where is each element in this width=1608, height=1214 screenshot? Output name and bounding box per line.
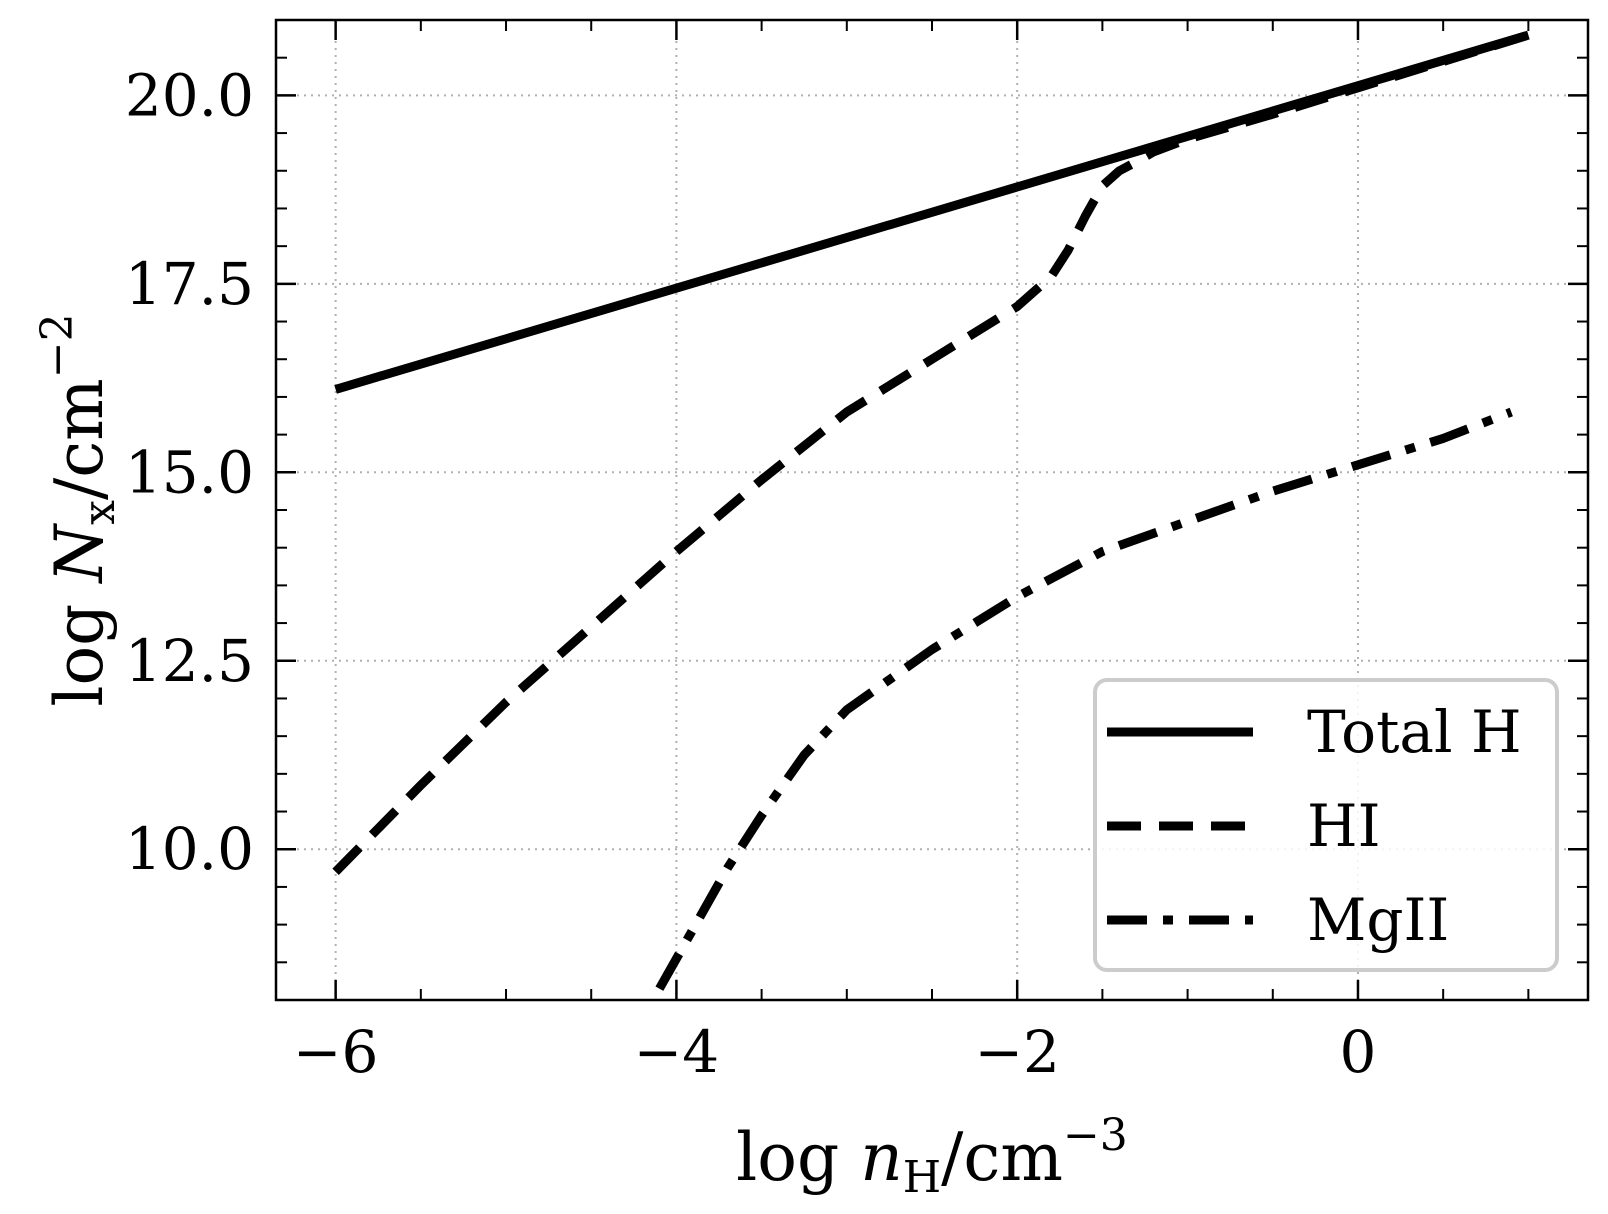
legend-label-hi: HI [1307, 792, 1381, 860]
y-label-log: log [41, 583, 118, 707]
x-label-sub: H [903, 1152, 941, 1203]
y-label-sub: x [74, 500, 125, 525]
x-label-log: log [736, 1119, 860, 1196]
x-tick-label: −4 [634, 1018, 720, 1086]
legend: Total H HI MgII [1093, 678, 1559, 972]
ticks [276, 19, 1588, 1001]
x-tick-label: 0 [1340, 1018, 1377, 1086]
y-tick-label: 15.0 [125, 438, 254, 506]
x-label-var: n [860, 1119, 903, 1196]
legend-box [1093, 678, 1559, 972]
series-layer [332, 30, 1530, 991]
y-tick-label: 17.5 [125, 250, 254, 318]
y-tick-label: 20.0 [125, 61, 254, 129]
tick-labels: −6 −4 −2 0 10.0 12.5 15.0 17.5 20.0 [125, 61, 1377, 1086]
x-tick-label: −6 [293, 1018, 379, 1086]
y-label-var: N [41, 523, 118, 585]
legend-label-total-h: Total H [1307, 698, 1522, 766]
series-line-total-h [334, 30, 1530, 394]
x-label-unit: /cm [941, 1119, 1063, 1196]
series-line-hi [332, 30, 1530, 875]
x-tick-label: −2 [974, 1018, 1060, 1086]
y-tick-label: 12.5 [125, 627, 254, 695]
grid [276, 20, 1588, 1000]
x-axis-label: log nH/cm−3 [736, 1110, 1128, 1203]
y-label-exp: −2 [32, 313, 83, 378]
legend-label-mgii: MgII [1307, 886, 1449, 954]
y-label-unit: /cm [41, 378, 118, 500]
y-axis-label: log Nx/cm−2 [32, 313, 125, 706]
y-tick-label: 10.0 [125, 815, 254, 883]
x-label-exp: −3 [1063, 1110, 1128, 1161]
